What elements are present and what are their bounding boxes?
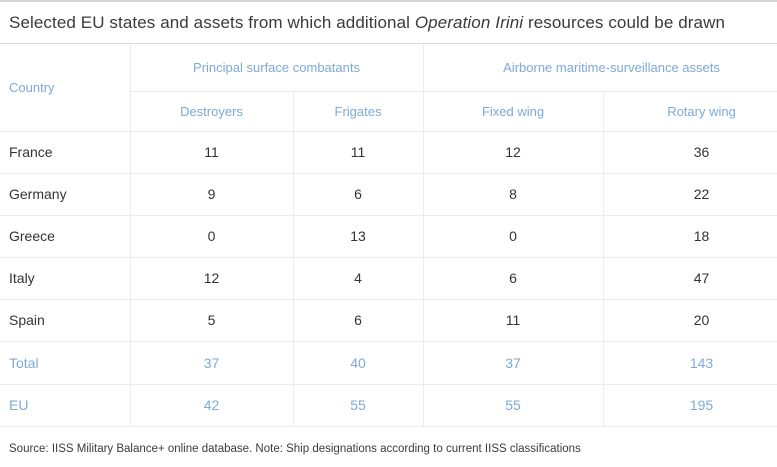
column-header-frigates: Frigates [292, 90, 424, 132]
country-cell: Italy [0, 256, 131, 300]
value-cell: 40 [292, 340, 424, 385]
column-header-country: Country [0, 44, 131, 132]
title-operation-name: Operation Irini [414, 13, 524, 32]
value-cell: 8 [422, 172, 604, 216]
value-cell: 36 [602, 130, 777, 174]
summary-label-cell: EU [0, 383, 131, 427]
table-row-spain: Spain 5 6 11 20 [0, 298, 777, 342]
value-cell: 47 [602, 256, 777, 300]
assets-table: Country Principal surface combatants Air… [0, 44, 777, 427]
group-header-surface-combatants: Principal surface combatants [129, 44, 424, 92]
value-cell: 42 [129, 383, 294, 427]
value-cell: 11 [129, 130, 294, 174]
table-row-greece: Greece 0 13 0 18 [0, 214, 777, 258]
country-cell: Spain [0, 298, 131, 342]
value-cell: 11 [422, 298, 604, 342]
value-cell: 143 [602, 340, 777, 385]
title-text-prefix: Selected EU states and assets from which… [9, 13, 415, 32]
value-cell: 4 [292, 256, 424, 300]
summary-label-cell: Total [0, 340, 131, 385]
table-row-italy: Italy 12 4 6 47 [0, 256, 777, 300]
figure: Selected EU states and assets from which… [0, 2, 777, 455]
table-container: Country Principal surface combatants Air… [0, 44, 777, 427]
value-cell: 195 [602, 383, 777, 427]
group-header-row: Country Principal surface combatants Air… [0, 44, 777, 132]
table-row-eu: EU 42 55 55 195 [0, 383, 777, 427]
country-cell: Greece [0, 214, 131, 258]
value-cell: 20 [602, 298, 777, 342]
table-row-france: France 11 11 12 36 [0, 130, 777, 174]
value-cell: 13 [292, 214, 424, 258]
value-cell: 37 [422, 340, 604, 385]
column-header-rotary-wing: Rotary wing [602, 90, 777, 132]
value-cell: 12 [422, 130, 604, 174]
value-cell: 5 [129, 298, 294, 342]
page-title: Selected EU states and assets from which… [0, 2, 777, 44]
group-header-airborne-assets: Airborne maritime-surveillance assets [422, 44, 777, 92]
column-header-fixed-wing: Fixed wing [422, 90, 604, 132]
value-cell: 0 [129, 214, 294, 258]
title-text-suffix: resources could be drawn [523, 13, 726, 32]
country-cell: Germany [0, 172, 131, 216]
value-cell: 9 [129, 172, 294, 216]
value-cell: 18 [602, 214, 777, 258]
value-cell: 12 [129, 256, 294, 300]
table-row-total: Total 37 40 37 143 [0, 340, 777, 385]
table-row-germany: Germany 9 6 8 22 [0, 172, 777, 216]
value-cell: 37 [129, 340, 294, 385]
value-cell: 6 [292, 172, 424, 216]
value-cell: 55 [292, 383, 424, 427]
value-cell: 22 [602, 172, 777, 216]
value-cell: 55 [422, 383, 604, 427]
value-cell: 11 [292, 130, 424, 174]
value-cell: 0 [422, 214, 604, 258]
value-cell: 6 [422, 256, 604, 300]
source-note: Source: IISS Military Balance+ online da… [9, 442, 581, 455]
column-header-destroyers: Destroyers [129, 90, 294, 132]
column-header-row: Destroyers Frigates Fixed wing Rotary wi… [0, 90, 777, 132]
country-cell: France [0, 130, 131, 174]
value-cell: 6 [292, 298, 424, 342]
